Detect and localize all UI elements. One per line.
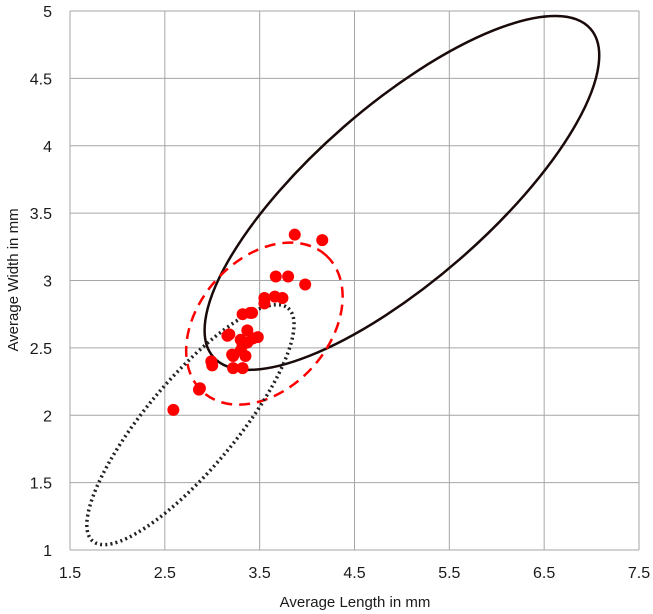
data-point [246,306,259,319]
x-tick-label: 3.5 [249,565,271,582]
x-axis-title: Average Length in mm [280,594,431,611]
data-point [316,234,329,247]
x-tick-label: 2.5 [154,565,176,582]
data-point [223,328,236,341]
data-point [276,292,289,305]
y-tick-label: 3.5 [30,206,52,223]
dotted-ellipse [85,302,296,547]
y-axis-title: Average Width in mm [5,208,22,351]
y-tick-label: 3 [43,274,52,291]
data-points [167,228,329,416]
ellipses [85,14,601,547]
data-point [239,349,252,362]
data-point [167,403,180,416]
data-point [258,297,271,310]
x-tick-label: 4.5 [343,565,365,582]
y-tick-label: 1 [43,543,52,560]
x-axis-ticks: 1.5 2.5 3.5 4.5 5.5 6.5 7.5 [59,565,650,582]
y-axis-ticks: 1 1.5 2 2.5 3 3.5 4 4.5 5 [30,4,52,560]
data-point [227,362,240,375]
x-tick-label: 6.5 [533,565,555,582]
data-point [251,331,264,344]
dashed-ellipse [184,241,344,406]
data-point [193,382,206,395]
data-point [288,228,301,241]
data-point [236,362,249,375]
y-tick-label: 4 [43,139,52,156]
x-tick-label: 1.5 [59,565,81,582]
y-tick-label: 1.5 [30,476,52,493]
data-point [299,278,312,291]
y-tick-label: 4.5 [30,71,52,88]
x-tick-label: 5.5 [438,565,460,582]
data-point [269,270,282,283]
y-tick-label: 2 [43,408,52,425]
data-point [206,359,219,372]
data-point [282,270,295,283]
y-tick-label: 2.5 [30,341,52,358]
grid [69,10,640,551]
y-tick-label: 5 [43,4,52,21]
x-tick-label: 7.5 [628,565,650,582]
